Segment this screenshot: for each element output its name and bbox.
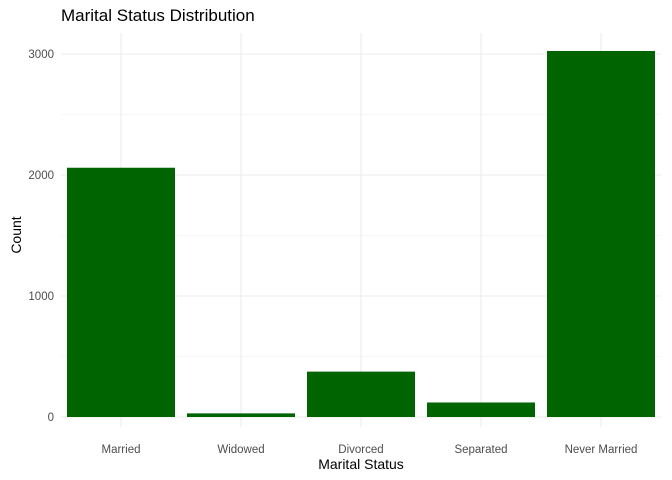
bar-married	[67, 167, 175, 417]
x-tick-label: Married	[102, 444, 141, 456]
x-tick-label: Never Married	[565, 444, 638, 456]
y-tick-label: 3000	[28, 49, 54, 61]
y-tick-label: 2000	[28, 170, 54, 182]
bar-widowed	[187, 413, 295, 417]
bar-never-married	[547, 50, 655, 417]
x-tick-label: Divorced	[338, 444, 383, 456]
y-tick-label: 0	[48, 412, 54, 424]
y-axis-title: Count	[8, 216, 24, 254]
bar-separated	[427, 402, 535, 417]
y-tick-labels: 0 1000 2000 3000	[28, 49, 54, 424]
chart-title: Marital Status Distribution	[61, 6, 255, 25]
bar-divorced	[307, 371, 415, 417]
x-tick-label: Separated	[454, 444, 507, 456]
y-tick-label: 1000	[28, 291, 54, 303]
x-tick-label: Widowed	[217, 444, 264, 456]
x-tick-labels: Married Widowed Divorced Separated Never Mar…	[102, 444, 638, 456]
bars	[67, 50, 655, 417]
x-axis-title: Marital Status	[318, 456, 404, 472]
